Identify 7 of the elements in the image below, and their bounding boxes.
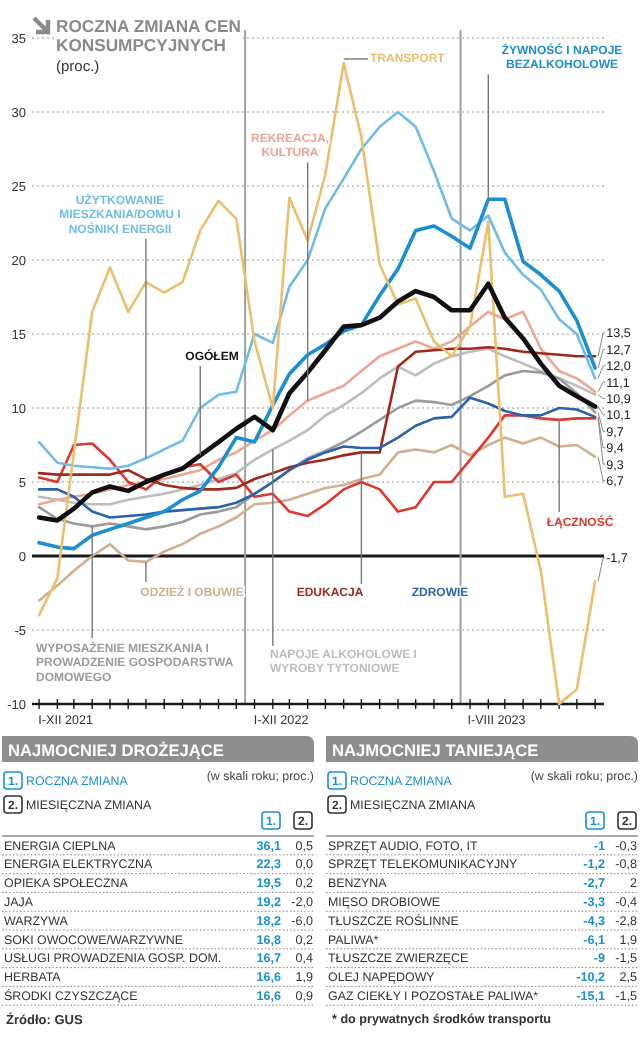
text: NAJMOCNIEJ DROŻEJĄCE <box>8 740 225 760</box>
line-series <box>37 396 597 519</box>
line-series <box>37 110 597 470</box>
chart-title: ROCZNA ZMIANA CEN KONSUMPCYJNYCH <box>56 16 241 55</box>
line-series <box>37 310 597 506</box>
text: NAJMOCNIEJ TANIEJĄCE <box>332 740 540 760</box>
line-series <box>37 414 597 518</box>
